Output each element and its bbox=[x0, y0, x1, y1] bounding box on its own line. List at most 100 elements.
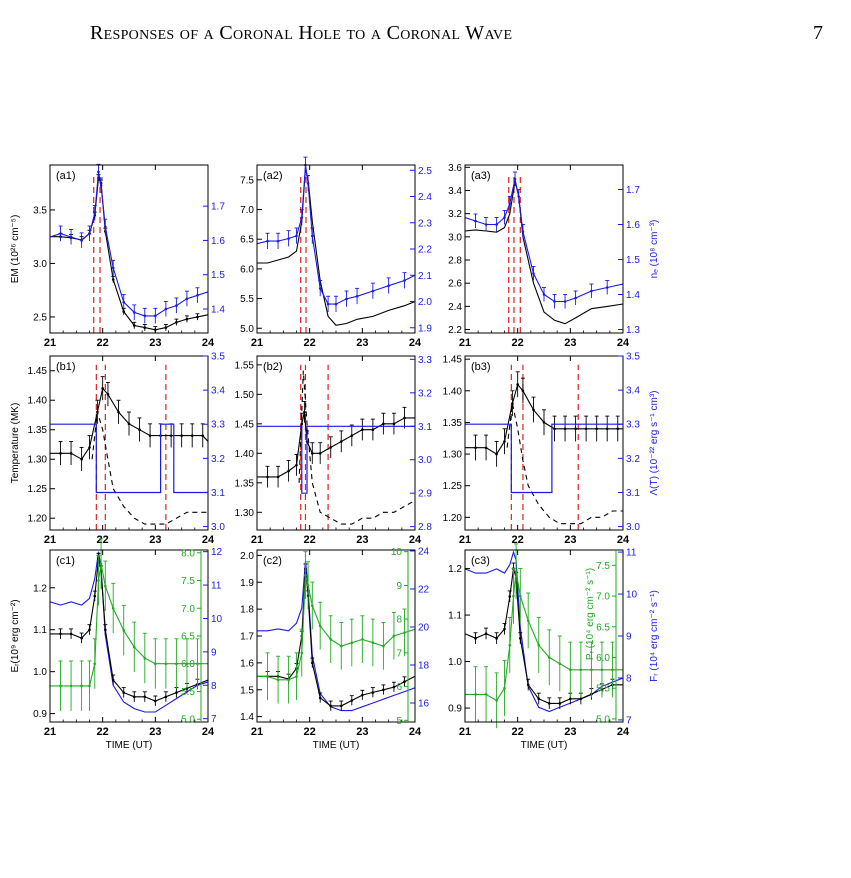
plot-frame bbox=[464, 355, 624, 531]
panel-a2: 21 22 23 24 5.0 5.5 6.0 6.5 7.0 7.5 1.9 2.0 2.1 2.2 2.… bbox=[240, 156, 432, 349]
x-tick-label: 24 bbox=[409, 726, 422, 738]
x-tick-label: 21 bbox=[251, 726, 263, 738]
data-point bbox=[122, 691, 126, 694]
x-tick-label: 21 bbox=[44, 534, 56, 546]
data-point bbox=[143, 695, 147, 699]
y2-tick-label: 3.0 bbox=[626, 522, 640, 533]
y2-tick-label: 11 bbox=[626, 548, 637, 559]
data-point bbox=[303, 410, 306, 414]
data-point bbox=[117, 410, 120, 414]
x-tick-label: 21 bbox=[459, 337, 471, 349]
y2-tick-label: 3.4 bbox=[211, 386, 225, 397]
data-point bbox=[69, 452, 73, 455]
data-point bbox=[339, 644, 343, 648]
y2-tick-label: 2.3 bbox=[418, 218, 432, 229]
y2-tick-label: 2.5 bbox=[418, 166, 432, 177]
data-point bbox=[154, 699, 157, 703]
data-point bbox=[127, 422, 131, 426]
data-point bbox=[579, 697, 583, 701]
y3-tick-label: 6.5 bbox=[181, 632, 195, 643]
data-point bbox=[196, 315, 199, 319]
data-point bbox=[148, 434, 152, 437]
y3-axis-title: Pᵣ (10⁴ erg cm⁻² s⁻¹) bbox=[585, 568, 596, 660]
data-point bbox=[484, 446, 488, 450]
y-tick-label: 5.5 bbox=[240, 294, 254, 305]
y-tick-label: 3.2 bbox=[448, 209, 462, 220]
data-point bbox=[132, 324, 136, 327]
y2-tick-label: 3.1 bbox=[626, 488, 640, 499]
y-tick-label: 0.9 bbox=[33, 709, 47, 720]
data-point bbox=[295, 234, 298, 238]
y-tick-label: 3.5 bbox=[33, 205, 47, 216]
data-point bbox=[382, 688, 385, 692]
x-tick-label: 24 bbox=[202, 534, 215, 546]
data-point bbox=[382, 422, 385, 426]
y2-tick-label: 3.3 bbox=[418, 355, 432, 366]
panel-label: (a2) bbox=[263, 170, 283, 182]
y3-tick-label: 5.5 bbox=[181, 687, 195, 698]
y3-tick-label: 5 bbox=[396, 716, 402, 727]
data-point bbox=[611, 668, 614, 672]
y2-tick-label: 1.9 bbox=[418, 323, 432, 334]
y3-tick-label: 6.5 bbox=[596, 622, 610, 633]
data-point bbox=[558, 702, 562, 705]
y2-axis-title: Λ(T) (10⁻²² erg s⁻¹ cm³) bbox=[649, 390, 660, 495]
y-tick-label: 1.1 bbox=[448, 611, 462, 622]
page-header-title: Responses of a Coronal Hole to a Coronal… bbox=[90, 22, 513, 44]
y-tick-label: 1.1 bbox=[33, 625, 47, 636]
x-axis-title: TIME (UT) bbox=[106, 740, 153, 751]
data-point bbox=[99, 562, 103, 566]
y2-tick-label: 16 bbox=[418, 698, 430, 709]
panel-label: (c1) bbox=[56, 555, 75, 567]
y-tick-label: 7.0 bbox=[240, 205, 254, 216]
y2-tick-label: 18 bbox=[418, 660, 430, 671]
y-tick-label: 1.50 bbox=[235, 390, 255, 401]
data-point bbox=[371, 641, 375, 645]
data-point bbox=[164, 307, 168, 311]
y-tick-label: 1.25 bbox=[28, 484, 48, 495]
data-point bbox=[526, 683, 530, 687]
x-tick-label: 22 bbox=[97, 534, 109, 546]
y-tick-label: 5.0 bbox=[240, 324, 254, 335]
data-point bbox=[503, 216, 506, 219]
y-axis-title: Temperature (MK) bbox=[10, 403, 21, 484]
data-point bbox=[287, 469, 290, 473]
y-tick-label: 1.6 bbox=[240, 658, 254, 669]
y-tick-label: 0.9 bbox=[448, 704, 462, 715]
data-point bbox=[88, 684, 91, 688]
y2-tick-label: 2.9 bbox=[418, 489, 432, 500]
data-point bbox=[80, 636, 83, 640]
data-point bbox=[547, 702, 551, 705]
y2-tick-label: 1.7 bbox=[626, 185, 640, 196]
data-point bbox=[266, 475, 269, 479]
x-tick-label: 23 bbox=[564, 337, 576, 349]
y3-tick-label: 5.5 bbox=[596, 684, 610, 695]
panel-c3: 21 22 23 24 0.9 1.0 1.1 1.2 7 8 9 10 11 5.0 5.5 6.0 6.5 7… bbox=[448, 543, 660, 751]
y-tick-label: 1.45 bbox=[235, 419, 255, 430]
panel-label: (a3) bbox=[471, 170, 491, 182]
data-point bbox=[190, 434, 194, 437]
series-line-black bbox=[257, 167, 415, 326]
data-point bbox=[143, 656, 147, 660]
data-point bbox=[185, 662, 189, 666]
data-point bbox=[532, 408, 535, 412]
x-tick-label: 23 bbox=[564, 726, 576, 738]
y-tick-label: 1.35 bbox=[28, 425, 48, 436]
data-point bbox=[508, 595, 512, 598]
y-tick-label: 1.45 bbox=[443, 355, 463, 366]
data-point bbox=[495, 223, 498, 226]
series-line-blue bbox=[465, 178, 623, 303]
data-point bbox=[495, 637, 498, 640]
data-point bbox=[371, 289, 375, 293]
data-point bbox=[88, 232, 91, 235]
data-point bbox=[97, 579, 100, 582]
data-point bbox=[318, 696, 322, 700]
data-point bbox=[287, 237, 290, 240]
y-tick-label: 1.4 bbox=[240, 712, 254, 723]
data-point bbox=[553, 427, 556, 431]
data-point bbox=[80, 457, 83, 461]
x-tick-label: 21 bbox=[251, 534, 263, 546]
data-point bbox=[69, 235, 73, 239]
series-line-black bbox=[257, 568, 415, 707]
y2-tick-label: 1.6 bbox=[626, 220, 640, 231]
